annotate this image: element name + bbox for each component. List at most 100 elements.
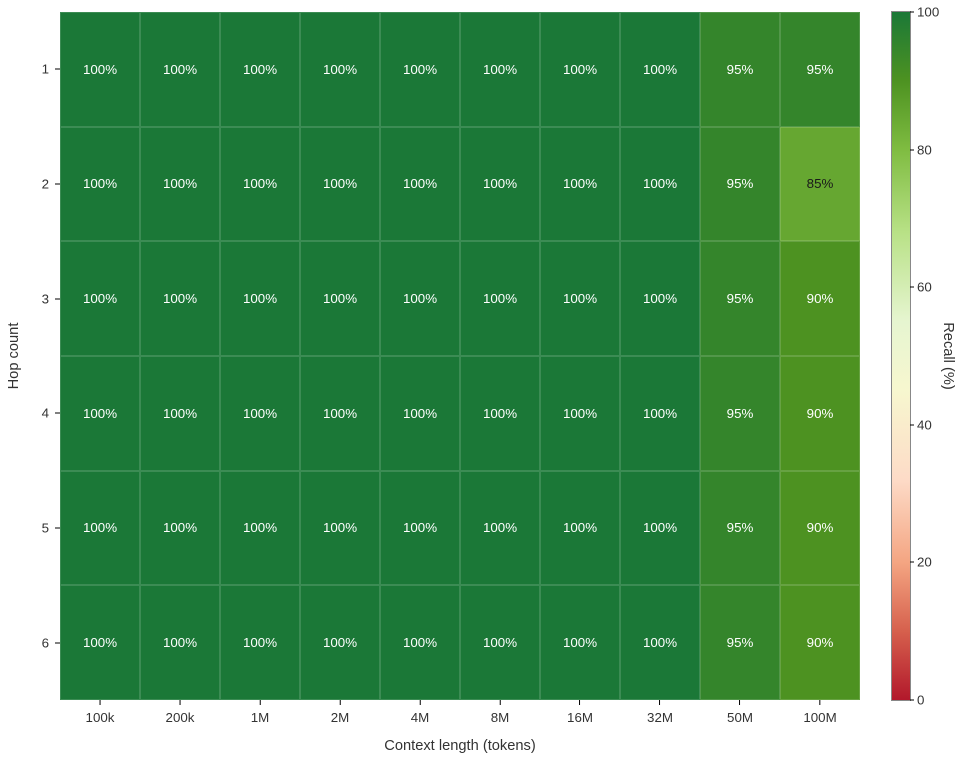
heatmap-cell: 100% [380,12,460,127]
x-tick-mark [820,700,821,705]
heatmap-cell-value: 100% [643,176,677,191]
heatmap-cell-value: 100% [643,291,677,306]
x-tick-label: 16M [567,710,593,725]
heatmap-cell-value: 100% [163,176,197,191]
colorbar-tick-label: 20 [917,555,932,570]
heatmap-cell-value: 95% [727,520,754,535]
heatmap-cell-value: 100% [403,520,437,535]
heatmap-cell-value: 95% [807,62,834,77]
x-axis-ticks: 100k200k1M2M4M8M16M32M50M100M [60,700,860,740]
colorbar-tick-mark [910,562,914,563]
heatmap-cell: 100% [380,356,460,471]
heatmap-cell-value: 100% [163,291,197,306]
heatmap-cell-value: 100% [323,62,357,77]
heatmap-cell: 100% [60,127,140,242]
y-tick-label: 5 [42,521,49,536]
heatmap-cell: 100% [60,356,140,471]
heatmap-cell: 90% [780,356,860,471]
figure: 100%100%100%100%100%100%100%100%95%95%10… [0,0,955,768]
heatmap-cell: 100% [620,127,700,242]
heatmap-cell-value: 100% [403,406,437,421]
heatmap-cell-value: 100% [563,62,597,77]
heatmap-cell: 100% [300,356,380,471]
y-tick-label: 1 [42,62,49,77]
heatmap-cell: 100% [540,356,620,471]
y-tick-mark [55,642,60,643]
heatmap-cell: 100% [140,127,220,242]
heatmap-cell-value: 95% [727,406,754,421]
heatmap-cell-value: 100% [483,520,517,535]
colorbar-label: Recall (%) [940,322,955,390]
heatmap-cell-value: 100% [643,635,677,650]
heatmap-cell: 100% [620,241,700,356]
x-tick: 100M [803,700,836,725]
heatmap-cell: 95% [700,471,780,586]
heatmap-cell-value: 100% [403,62,437,77]
heatmap-cell: 100% [540,241,620,356]
heatmap-cell: 100% [60,12,140,127]
heatmap-cell-value: 100% [403,635,437,650]
colorbar-tick-label: 60 [917,280,932,295]
heatmap-cell: 100% [300,12,380,127]
x-tick-mark [339,700,340,705]
heatmap-cell-value: 95% [727,62,754,77]
heatmap-cell-value: 100% [83,635,117,650]
heatmap-cell: 100% [540,12,620,127]
heatmap-cell-value: 100% [563,635,597,650]
y-tick-label: 6 [42,635,49,650]
heatmap-cell: 100% [460,241,540,356]
colorbar-tick-mark [910,149,914,150]
x-tick-label: 50M [727,710,753,725]
heatmap-cell: 100% [140,356,220,471]
heatmap-cell: 100% [460,585,540,700]
heatmap-cell: 100% [60,241,140,356]
x-tick-mark [740,700,741,705]
y-axis-label: Hop count [6,323,22,390]
heatmap-cell: 100% [540,127,620,242]
heatmap-cell: 100% [140,241,220,356]
colorbar-tick-label: 100 [917,5,939,20]
x-tick-label: 1M [251,710,270,725]
y-tick: 3 [42,291,60,306]
x-tick: 16M [567,700,593,725]
heatmap-cell-value: 100% [643,62,677,77]
x-tick-label: 200k [166,710,195,725]
heatmap-cell: 100% [300,585,380,700]
heatmap-cell: 100% [300,127,380,242]
heatmap-cell-value: 100% [163,520,197,535]
heatmap-cell-value: 90% [807,291,834,306]
y-tick-mark [55,69,60,70]
heatmap-cell-value: 100% [83,291,117,306]
heatmap-cell-value: 100% [563,291,597,306]
y-tick: 4 [42,406,60,421]
heatmap-cell-value: 100% [323,176,357,191]
heatmap-cell: 100% [380,241,460,356]
heatmap-cell: 100% [540,471,620,586]
heatmap-cell: 95% [700,241,780,356]
heatmap-cell: 100% [620,471,700,586]
heatmap-cell: 85% [780,127,860,242]
colorbar-tick-mark [910,12,914,13]
heatmap-cell-value: 100% [163,635,197,650]
heatmap-cell-value: 100% [83,520,117,535]
heatmap-cell: 100% [220,127,300,242]
x-tick-label: 32M [647,710,673,725]
y-tick-label: 4 [42,406,49,421]
x-tick: 8M [491,700,510,725]
heatmap-cell-value: 100% [323,406,357,421]
heatmap-cell-value: 100% [643,406,677,421]
heatmap-cell-value: 95% [727,176,754,191]
x-tick-label: 8M [491,710,510,725]
colorbar-gradient [892,12,910,700]
heatmap-cell: 100% [460,12,540,127]
heatmap-cell: 100% [380,585,460,700]
heatmap-cell-value: 100% [563,176,597,191]
heatmap-cell: 95% [700,127,780,242]
colorbar-tick-label: 80 [917,142,932,157]
x-tick: 1M [251,700,270,725]
x-tick: 50M [727,700,753,725]
heatmap-cell-value: 90% [807,635,834,650]
x-tick-label: 100M [803,710,836,725]
heatmap-cell-value: 95% [727,635,754,650]
heatmap-cell-value: 90% [807,406,834,421]
